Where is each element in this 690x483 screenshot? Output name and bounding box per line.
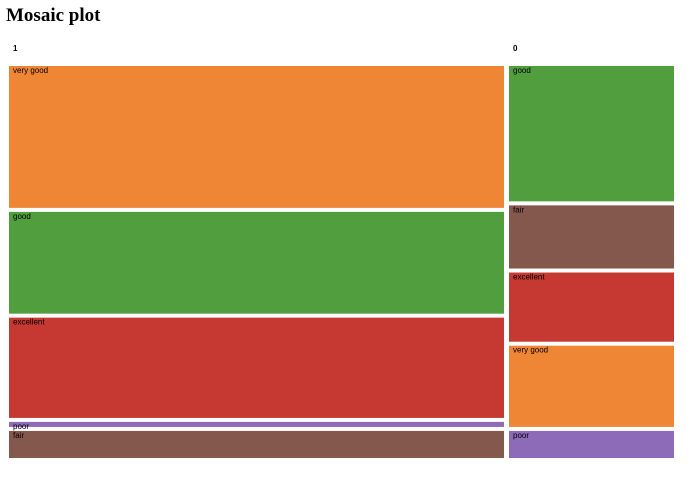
- tile-label: poor: [13, 422, 29, 431]
- mosaic-tile: [9, 66, 504, 208]
- tile-label: fair: [13, 431, 24, 440]
- tile-label: very good: [13, 66, 48, 75]
- column-label: 1: [13, 44, 18, 53]
- tile-label: good: [513, 66, 531, 75]
- tile-label: fair: [513, 205, 524, 214]
- tile-label: very good: [513, 346, 548, 355]
- mosaic-tile: [9, 211, 504, 314]
- mosaic-tile: [509, 345, 674, 427]
- mosaic-tile: [9, 317, 504, 418]
- tile-label: excellent: [513, 273, 545, 282]
- mosaic-tile: [509, 205, 674, 269]
- tile-label: poor: [513, 431, 529, 440]
- mosaic-tile: [9, 421, 504, 427]
- mosaic-tile: [509, 272, 674, 342]
- chart-title: Mosaic plot: [6, 5, 101, 26]
- mosaic-tile: [509, 430, 674, 458]
- mosaic-tile: [9, 430, 504, 458]
- mosaic-tile: [509, 66, 674, 202]
- tile-label: good: [13, 212, 31, 221]
- column-label: 0: [513, 44, 518, 53]
- tile-label: excellent: [13, 318, 45, 327]
